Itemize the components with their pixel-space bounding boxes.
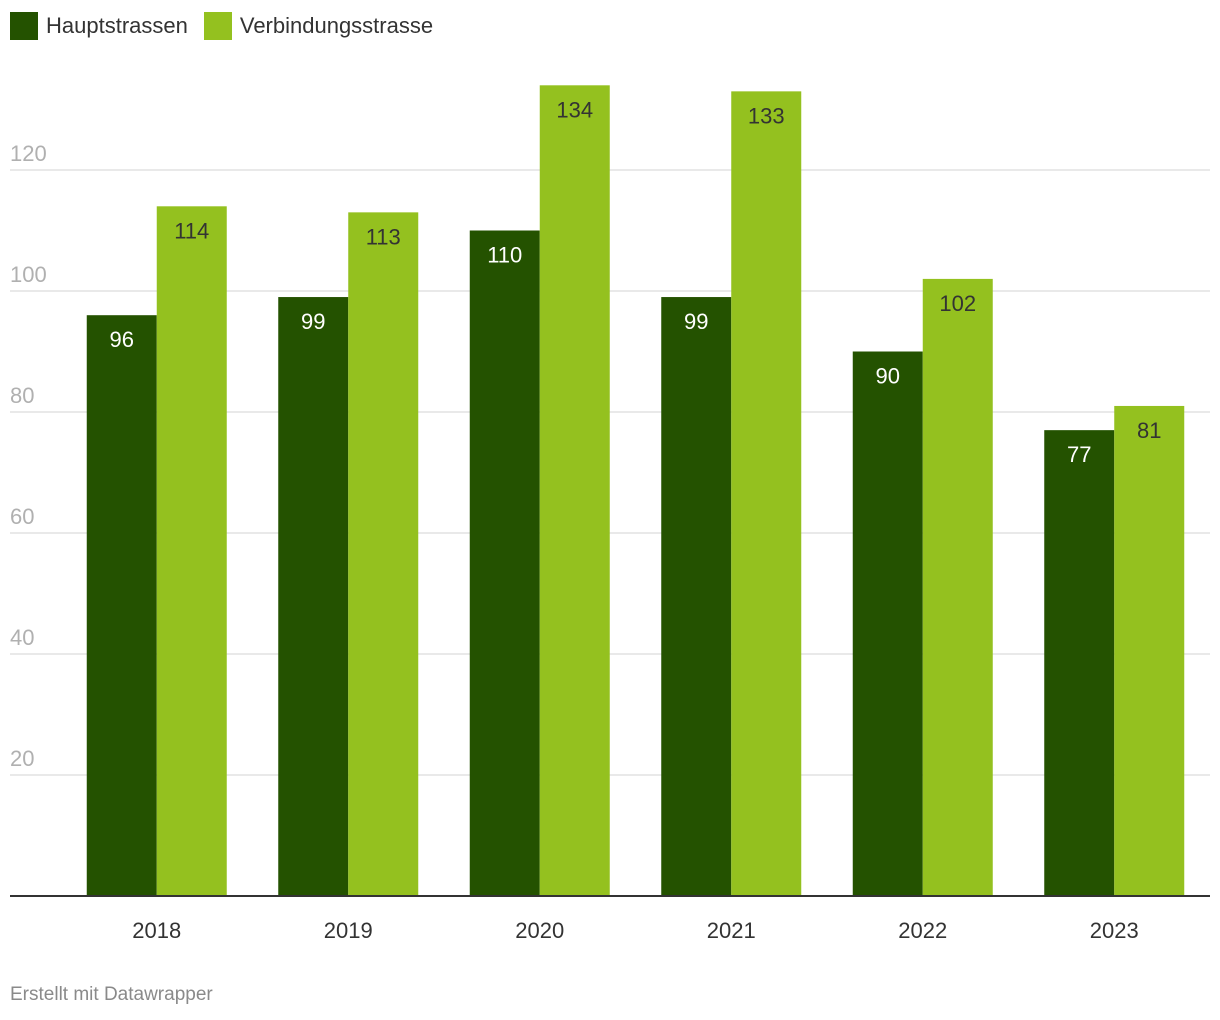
x-tick-label-2019: 2019: [324, 918, 373, 943]
bar-hauptstrassen-2023: [1044, 430, 1115, 896]
value-label-verbindungsstrasse-2020: 134: [556, 97, 593, 122]
value-label-hauptstrassen-2018: 96: [110, 327, 134, 352]
bar-hauptstrassen-2022: [852, 351, 923, 896]
y-tick-label-60: 60: [10, 504, 34, 529]
bar-hauptstrassen-2021: [661, 297, 732, 896]
bar-verbindungsstrasse-2019: [348, 212, 419, 897]
legend: Hauptstrassen Verbindungsstrasse: [10, 12, 449, 40]
value-label-verbindungsstrasse-2019: 113: [366, 224, 401, 249]
value-label-verbindungsstrasse-2021: 133: [748, 103, 785, 128]
bar-verbindungsstrasse-2020: [539, 85, 610, 897]
value-label-hauptstrassen-2021: 99: [684, 309, 708, 334]
legend-swatch-verbindungsstrasse: [203, 12, 232, 40]
bar-verbindungsstrasse-2023: [1114, 405, 1185, 896]
bar-verbindungsstrasse-2018: [156, 206, 227, 897]
bar-hauptstrassen-2018: [86, 315, 157, 896]
legend-item-hauptstrassen: Hauptstrassen: [10, 12, 188, 40]
y-tick-label-100: 100: [10, 262, 47, 287]
x-tick-label-2021: 2021: [707, 918, 756, 943]
bar-hauptstrassen-2019: [278, 297, 349, 896]
y-tick-label-20: 20: [10, 746, 34, 771]
x-tick-label-2022: 2022: [898, 918, 947, 943]
value-label-verbindungsstrasse-2018: 114: [174, 218, 209, 243]
x-tick-label-2020: 2020: [515, 918, 564, 943]
bar-verbindungsstrasse-2021: [731, 91, 802, 897]
x-tick-label-2018: 2018: [132, 918, 181, 943]
value-label-hauptstrassen-2019: 99: [301, 309, 325, 334]
bar-hauptstrassen-2020: [469, 230, 540, 896]
y-tick-label-40: 40: [10, 625, 34, 650]
y-tick-label-120: 120: [10, 141, 47, 166]
value-label-verbindungsstrasse-2022: 102: [939, 291, 976, 316]
value-label-hauptstrassen-2023: 77: [1067, 442, 1091, 467]
value-label-hauptstrassen-2022: 90: [876, 364, 900, 389]
value-label-hauptstrassen-2020: 110: [487, 243, 522, 268]
bar-verbindungsstrasse-2022: [922, 278, 993, 896]
y-tick-label-80: 80: [10, 383, 34, 408]
legend-swatch-hauptstrassen: [10, 12, 38, 40]
footer-credit: Erstellt mit Datawrapper: [10, 984, 213, 1005]
value-label-verbindungsstrasse-2023: 81: [1137, 418, 1161, 443]
legend-item-verbindungsstrasse: Verbindungsstrasse: [203, 12, 434, 40]
legend-label-verbindungsstrasse: Verbindungsstrasse: [239, 13, 434, 38]
x-tick-label-2023: 2023: [1090, 918, 1139, 943]
legend-label-hauptstrassen: Hauptstrassen: [46, 13, 188, 38]
